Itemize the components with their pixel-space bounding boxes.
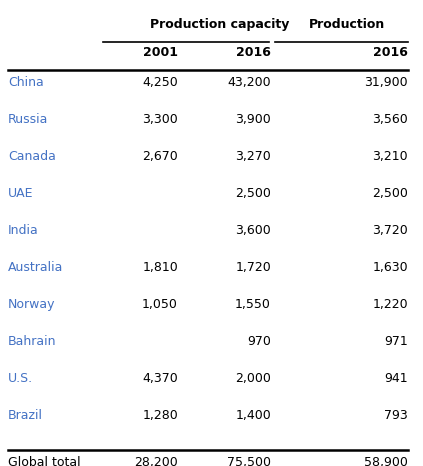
Text: 2,500: 2,500 [372, 187, 408, 200]
Text: 2,500: 2,500 [235, 187, 271, 200]
Text: 75,500: 75,500 [227, 456, 271, 466]
Text: 971: 971 [384, 335, 408, 348]
Text: 58,900: 58,900 [364, 456, 408, 466]
Text: 2001: 2001 [143, 46, 178, 59]
Text: 4,250: 4,250 [142, 76, 178, 89]
Text: 1,720: 1,720 [235, 261, 271, 274]
Text: U.S.: U.S. [8, 372, 33, 385]
Text: Bahrain: Bahrain [8, 335, 57, 348]
Text: Brazil: Brazil [8, 409, 43, 422]
Text: 1,050: 1,050 [142, 298, 178, 311]
Text: 3,210: 3,210 [372, 150, 408, 163]
Text: 28,200: 28,200 [134, 456, 178, 466]
Text: Norway: Norway [8, 298, 55, 311]
Text: 1,630: 1,630 [372, 261, 408, 274]
Text: Canada: Canada [8, 150, 56, 163]
Text: 3,720: 3,720 [372, 224, 408, 237]
Text: China: China [8, 76, 44, 89]
Text: India: India [8, 224, 39, 237]
Text: 941: 941 [385, 372, 408, 385]
Text: 3,900: 3,900 [235, 113, 271, 126]
Text: Russia: Russia [8, 113, 48, 126]
Text: 1,810: 1,810 [142, 261, 178, 274]
Text: 43,200: 43,200 [228, 76, 271, 89]
Text: 3,300: 3,300 [142, 113, 178, 126]
Text: Global total: Global total [8, 456, 81, 466]
Text: Production: Production [309, 18, 386, 31]
Text: 3,560: 3,560 [372, 113, 408, 126]
Text: 793: 793 [384, 409, 408, 422]
Text: UAE: UAE [8, 187, 33, 200]
Text: 2016: 2016 [236, 46, 271, 59]
Text: 2016: 2016 [373, 46, 408, 59]
Text: Production capacity: Production capacity [150, 18, 289, 31]
Text: 3,270: 3,270 [235, 150, 271, 163]
Text: 970: 970 [247, 335, 271, 348]
Text: 1,280: 1,280 [142, 409, 178, 422]
Text: 1,550: 1,550 [235, 298, 271, 311]
Text: 2,000: 2,000 [235, 372, 271, 385]
Text: 1,220: 1,220 [372, 298, 408, 311]
Text: Australia: Australia [8, 261, 63, 274]
Text: 4,370: 4,370 [142, 372, 178, 385]
Text: 1,400: 1,400 [235, 409, 271, 422]
Text: 2,670: 2,670 [142, 150, 178, 163]
Text: 3,600: 3,600 [235, 224, 271, 237]
Text: 31,900: 31,900 [364, 76, 408, 89]
